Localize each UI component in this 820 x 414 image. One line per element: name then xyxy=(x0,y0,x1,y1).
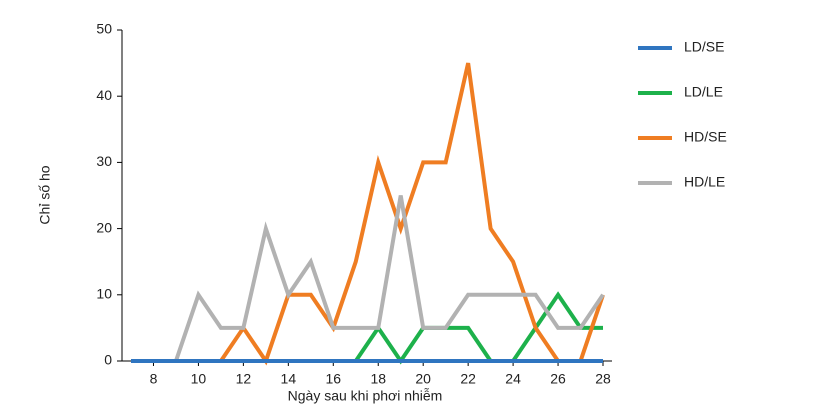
x-tick-label: 20 xyxy=(415,371,431,387)
y-tick-label: 10 xyxy=(96,286,112,302)
legend-label: LD/SE xyxy=(684,39,724,55)
series-line xyxy=(174,195,605,362)
x-tick-label: 10 xyxy=(191,371,207,387)
series-line xyxy=(354,291,604,365)
series-line xyxy=(219,62,605,366)
x-tick-label: 14 xyxy=(281,371,297,387)
y-tick-label: 50 xyxy=(96,21,112,37)
x-tick-label: 12 xyxy=(236,371,252,387)
y-axis-label: Chỉ số ho xyxy=(37,165,53,224)
x-tick-label: 16 xyxy=(325,371,341,387)
x-axis-label: Ngày sau khi phơi nhiễm xyxy=(288,388,443,404)
x-tick-label: 8 xyxy=(150,371,158,387)
legend-label: HD/SE xyxy=(684,129,727,145)
y-tick-label: 40 xyxy=(96,87,112,103)
legend-label: LD/LE xyxy=(684,84,723,100)
x-tick-label: 24 xyxy=(505,371,521,387)
y-tick-label: 20 xyxy=(96,219,112,235)
x-tick-label: 18 xyxy=(370,371,386,387)
legend-label: HD/LE xyxy=(684,174,725,190)
x-tick-label: 26 xyxy=(550,371,566,387)
x-tick-label: 22 xyxy=(460,371,476,387)
y-tick-label: 30 xyxy=(96,153,112,169)
x-tick-label: 28 xyxy=(595,371,611,387)
y-tick-label: 0 xyxy=(104,352,112,368)
